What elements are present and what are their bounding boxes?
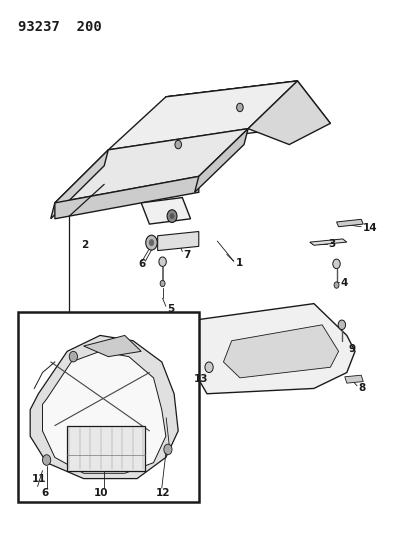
Polygon shape: [309, 239, 346, 245]
Circle shape: [175, 140, 181, 149]
Polygon shape: [247, 81, 330, 144]
Text: 8: 8: [358, 383, 365, 393]
Text: 2: 2: [81, 240, 89, 251]
Circle shape: [332, 259, 339, 269]
Circle shape: [167, 210, 176, 222]
Text: 93237  200: 93237 200: [18, 20, 101, 34]
Polygon shape: [344, 375, 362, 383]
Bar: [67, 425, 145, 471]
Polygon shape: [336, 219, 362, 227]
Polygon shape: [30, 335, 178, 479]
Circle shape: [43, 455, 51, 465]
Circle shape: [149, 239, 154, 246]
Circle shape: [337, 320, 345, 329]
Circle shape: [170, 214, 174, 219]
Polygon shape: [55, 176, 198, 219]
Circle shape: [164, 444, 172, 455]
Text: 6: 6: [41, 488, 48, 498]
Text: 12: 12: [155, 488, 170, 498]
Text: 5: 5: [167, 304, 174, 314]
Polygon shape: [51, 150, 108, 219]
Polygon shape: [223, 325, 338, 378]
Polygon shape: [83, 335, 141, 357]
Text: 6: 6: [138, 259, 145, 269]
Circle shape: [159, 257, 166, 266]
Polygon shape: [166, 81, 330, 139]
Polygon shape: [194, 128, 247, 192]
Text: 4: 4: [340, 278, 347, 288]
Bar: [18, 312, 198, 503]
Circle shape: [204, 362, 213, 373]
Circle shape: [333, 282, 338, 288]
Text: 14: 14: [361, 223, 376, 233]
Circle shape: [160, 280, 165, 287]
Polygon shape: [157, 231, 198, 251]
Polygon shape: [194, 304, 354, 394]
Text: 13: 13: [193, 374, 208, 384]
Text: 1: 1: [235, 259, 242, 268]
Polygon shape: [108, 81, 297, 150]
Text: 7: 7: [183, 250, 190, 260]
Circle shape: [69, 351, 77, 362]
Polygon shape: [141, 198, 190, 224]
Circle shape: [145, 235, 157, 250]
Polygon shape: [43, 351, 166, 473]
Text: 10: 10: [94, 488, 108, 498]
Circle shape: [236, 103, 242, 112]
Text: 3: 3: [328, 239, 335, 249]
Text: 9: 9: [347, 344, 354, 354]
Text: 11: 11: [32, 474, 46, 483]
Polygon shape: [55, 128, 247, 203]
